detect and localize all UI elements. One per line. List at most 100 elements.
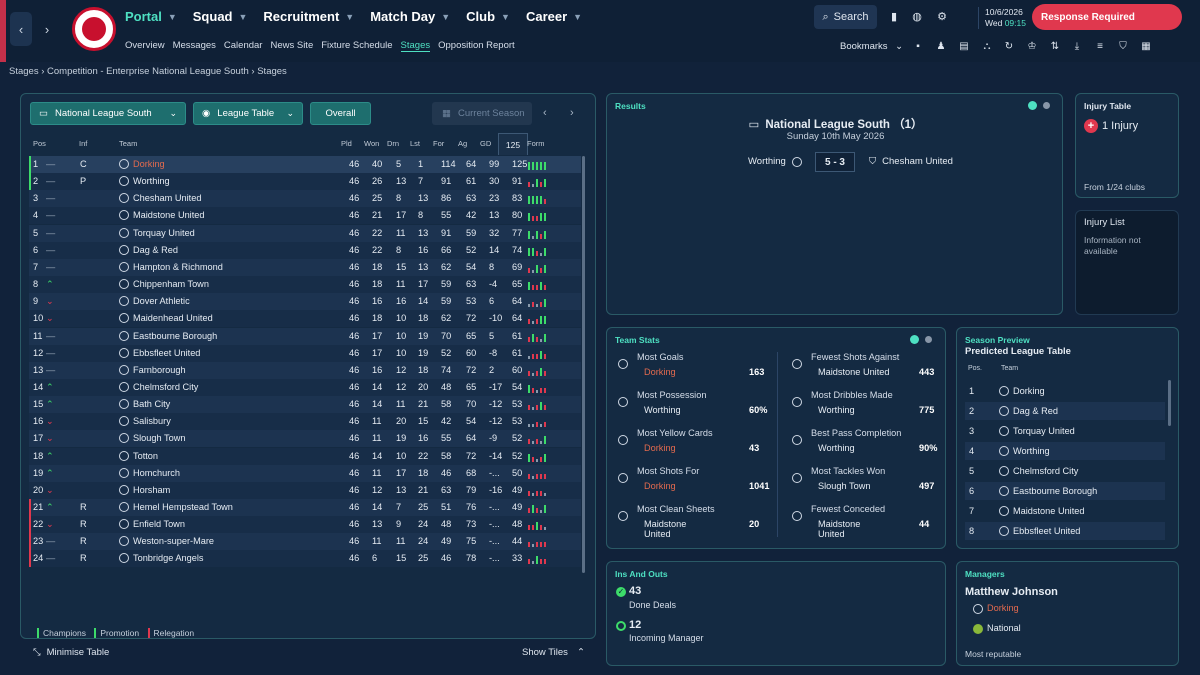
col-pos[interactable]: Pos: [33, 139, 46, 148]
club-crest[interactable]: [72, 7, 116, 51]
bookmarks-menu[interactable]: Bookmarks ⌄: [840, 41, 904, 52]
stat-item[interactable]: Most Possession Worthing 60%: [637, 390, 767, 415]
preview-row[interactable]: 3 Torquay United: [965, 422, 1165, 440]
col-inf[interactable]: Inf: [79, 139, 88, 148]
minimise-table-button[interactable]: ⤡ Minimise Table: [33, 647, 110, 658]
row-team[interactable]: Weston-super-Mare: [133, 536, 215, 547]
table-row[interactable]: 9 ⌄ Dover Athletic 46 16 16 14 59 53 6 64: [29, 293, 581, 311]
row-team[interactable]: Salisbury: [133, 416, 171, 427]
row-team[interactable]: Maidenhead United: [133, 313, 213, 324]
table-row[interactable]: 23— R Weston-super-Mare 46 11 11 24 49 75 -... 44: [29, 533, 581, 551]
stat-item[interactable]: Most Dribbles Made Worthing 775: [811, 390, 934, 415]
preview-row[interactable]: 7 Maidstone United: [965, 502, 1165, 520]
search-button[interactable]: ⌕ Search: [814, 5, 877, 29]
current-season-button[interactable]: ▦ Current Season: [432, 102, 532, 125]
download-icon[interactable]: ⤓: [1074, 41, 1080, 52]
stat-item[interactable]: Most Clean Sheets Maidstone United 20: [637, 504, 759, 539]
home-team[interactable]: Worthing: [748, 156, 786, 167]
subnav-stages[interactable]: Stages: [400, 40, 431, 52]
preview-row[interactable]: 2 Dag & Red: [965, 402, 1165, 420]
forward-button[interactable]: ›: [36, 12, 58, 46]
competition-dropdown[interactable]: ▭ National League South ⌄: [30, 102, 186, 125]
subnav-calendar[interactable]: Calendar: [223, 40, 263, 51]
table-row[interactable]: 4 — Maidstone United 46 21 17 8 55 42 13 80: [29, 207, 581, 225]
tactics-board-icon[interactable]: ▤: [959, 41, 969, 52]
carousel-dot[interactable]: [1043, 102, 1050, 109]
table-row[interactable]: 1 — C Dorking 46 40 5 1 114 64 99 125: [29, 156, 581, 173]
preview-row[interactable]: 1 Dorking: [965, 382, 1165, 400]
col-team[interactable]: Team: [119, 139, 138, 148]
col-drn[interactable]: Drn: [387, 139, 400, 148]
match-score[interactable]: 5 - 3: [815, 152, 855, 172]
table-row[interactable]: 11— Eastbourne Borough 46 17 10 19 70 65 5 61: [29, 327, 581, 345]
preview-row[interactable]: 8 Ebbsfleet United: [965, 522, 1165, 540]
col-gd[interactable]: GD: [480, 139, 492, 148]
subnav-overview[interactable]: Overview: [125, 40, 165, 51]
table-row[interactable]: 3 — Chesham United 46 25 8 13 86 63 23 83: [29, 190, 581, 208]
gear-icon[interactable]: ⚙: [937, 11, 947, 23]
table-row[interactable]: 18 ⌃ Totton 46 14 10 22 58 72 -14 52: [29, 447, 581, 465]
transfer-icon[interactable]: ⇅: [1050, 41, 1060, 52]
table-row[interactable]: 8 ⌃ Chippenham Town 46 18 11 17 59 63 -4 65: [29, 276, 581, 294]
bookmark-icon[interactable]: ▮: [890, 11, 898, 23]
breadcrumb-stages[interactable]: Stages: [9, 66, 39, 77]
row-team[interactable]: Horsham: [133, 484, 171, 495]
nav-squad[interactable]: Squad ▼: [192, 9, 248, 24]
hierarchy-icon[interactable]: ⛬: [983, 41, 991, 52]
trophy-icon[interactable]: ♔: [1027, 41, 1037, 52]
table-row[interactable]: 16 ⌄ Salisbury 46 11 20 15 42 54 -12 53: [29, 413, 581, 431]
show-tiles-button[interactable]: Show Tiles ⌃: [522, 647, 585, 658]
stat-item[interactable]: Most Yellow Cards Dorking 43: [637, 428, 759, 453]
row-team[interactable]: Dover Athletic: [133, 296, 190, 307]
table-row[interactable]: 14 ⌃ Chelmsford City 46 14 12 20 48 65 -17 54: [29, 378, 581, 396]
done-deals-count[interactable]: 43: [629, 585, 642, 597]
preview-row[interactable]: 4 Worthing: [965, 442, 1165, 460]
globe-icon[interactable]: ◍: [912, 11, 922, 23]
row-team[interactable]: Ebbsfleet United: [133, 347, 201, 358]
row-team[interactable]: Farnborough: [133, 364, 186, 375]
row-team[interactable]: Dorking: [133, 159, 165, 169]
table-row[interactable]: 10 ⌄ Maidenhead United 46 18 10 18 62 72 -10 64: [29, 310, 581, 328]
manager-name[interactable]: Matthew Johnson: [965, 586, 1058, 598]
game-date[interactable]: 10/6/2026 Wed 09:15: [978, 7, 1026, 29]
database-icon[interactable]: ≡: [1097, 41, 1103, 52]
table-row[interactable]: 19 ⌃ Homchurch 46 11 17 18 46 68 -... 50: [29, 464, 581, 482]
away-team[interactable]: ⛉ Chesham United: [869, 156, 953, 167]
nav-recruitment[interactable]: Recruitment ▼: [263, 9, 355, 24]
stat-item[interactable]: Most Goals Dorking 163: [637, 352, 764, 377]
shield-icon[interactable]: ⛉: [1119, 41, 1127, 52]
chat-icon[interactable]: ▪: [916, 41, 920, 52]
stat-item[interactable]: Best Pass Completion Worthing 90%: [811, 428, 937, 453]
table-row[interactable]: 24— R Tonbridge Angels 46 6 15 25 46 78 -... 33: [29, 550, 581, 568]
row-team[interactable]: Chelmsford City: [133, 381, 199, 392]
stat-item[interactable]: Most Shots For Dorking 1041: [637, 466, 769, 491]
col-lst[interactable]: Lst: [410, 139, 421, 148]
table-row[interactable]: 15 ⌃ Bath City 46 14 11 21 58 70 -12 53: [29, 396, 581, 414]
table-row[interactable]: 2 — P Worthing 46 26 13 7 91 61 30 91: [29, 173, 581, 191]
col-ag[interactable]: Ag: [458, 139, 468, 148]
table-row[interactable]: 12— Ebbsfleet United 46 17 10 19 52 60 -8 61: [29, 344, 581, 362]
nav-match-day[interactable]: Match Day ▼: [370, 9, 451, 24]
table-row[interactable]: 7 — Hampton & Richmond 46 18 15 13 62 54 8 69: [29, 258, 581, 276]
row-team[interactable]: Hampton & Richmond: [133, 261, 223, 272]
view-dropdown[interactable]: ◉ League Table ⌄: [193, 102, 303, 125]
col-form[interactable]: Form: [527, 139, 545, 148]
nav-portal[interactable]: Portal ▼: [125, 9, 177, 24]
row-team[interactable]: Bath City: [133, 399, 171, 410]
row-team[interactable]: Worthing: [133, 176, 170, 187]
preview-row[interactable]: 5 Chelmsford City: [965, 462, 1165, 480]
breadcrumb-competition[interactable]: Competition - Enterprise National League…: [47, 66, 249, 77]
row-team[interactable]: Tonbridge Angels: [133, 553, 204, 564]
table-row[interactable]: 20 ⌄ Horsham 46 12 13 21 63 79 -16 49: [29, 481, 581, 499]
table-row[interactable]: 13— Farnborough 46 16 12 18 74 72 2 60: [29, 361, 581, 379]
col-for[interactable]: For: [433, 139, 445, 148]
row-team[interactable]: Dag & Red: [133, 244, 178, 255]
table-row[interactable]: 21 ⌃ R Hemel Hempstead Town 46 14 7 25 51 76 -... 4…: [29, 499, 581, 516]
carousel-dot-active[interactable]: [910, 335, 919, 344]
calendar-icon[interactable]: ▦: [1141, 41, 1151, 52]
carousel-dot-active[interactable]: [1028, 101, 1037, 110]
table-scrollbar[interactable]: [582, 156, 585, 573]
next-season-arrow[interactable]: ›: [570, 107, 574, 119]
table-row[interactable]: 6 — Dag & Red 46 22 8 16 66 52 14 74: [29, 241, 581, 259]
row-team[interactable]: Maidstone United: [133, 210, 205, 221]
